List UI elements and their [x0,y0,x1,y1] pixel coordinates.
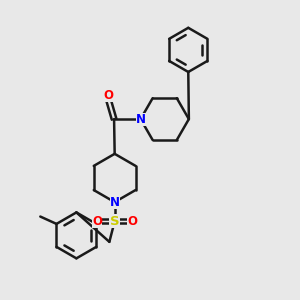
Text: N: N [110,196,120,208]
Text: O: O [92,215,102,228]
Text: O: O [127,215,137,228]
Text: N: N [136,112,146,126]
Text: O: O [104,89,114,102]
Text: S: S [110,215,119,228]
